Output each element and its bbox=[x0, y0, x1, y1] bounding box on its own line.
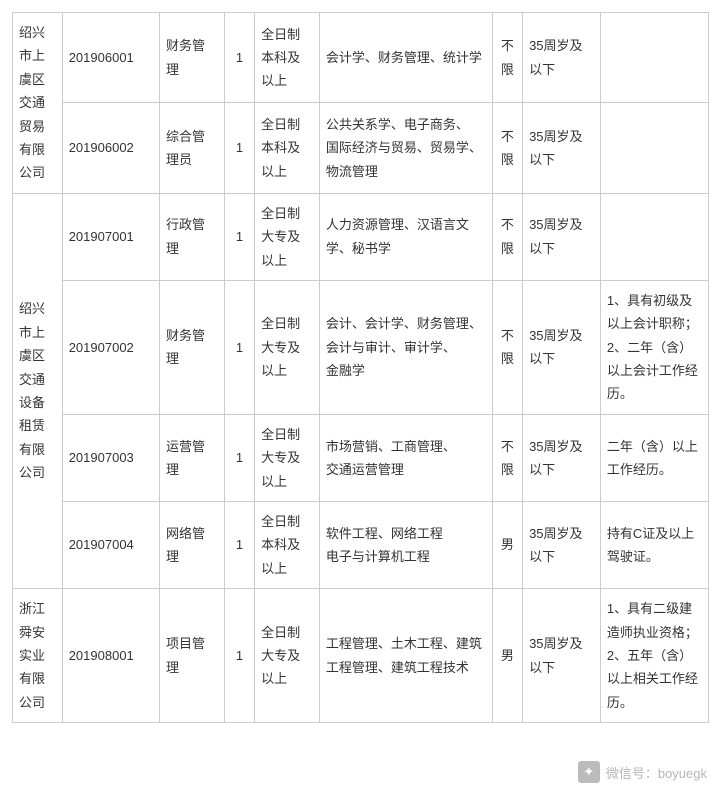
age-cell: 35周岁及以下 bbox=[523, 193, 601, 280]
count-cell: 1 bbox=[224, 414, 254, 501]
education-cell: 全日制大专及以上 bbox=[255, 589, 320, 723]
major-cell: 市场营销、工商管理、 交通运营管理 bbox=[319, 414, 492, 501]
code-cell: 201908001 bbox=[62, 589, 159, 723]
count-cell: 1 bbox=[224, 13, 254, 103]
age-cell: 35周岁及以下 bbox=[523, 502, 601, 589]
limit-cell: 男 bbox=[492, 502, 522, 589]
code-cell: 201907004 bbox=[62, 502, 159, 589]
count-cell: 1 bbox=[224, 589, 254, 723]
code-cell: 201907003 bbox=[62, 414, 159, 501]
watermark-text: 微信号：boyuegk bbox=[606, 763, 707, 782]
limit-cell: 不限 bbox=[492, 103, 522, 193]
wechat-icon: ✦ bbox=[578, 761, 600, 783]
limit-cell: 不限 bbox=[492, 414, 522, 501]
count-cell: 1 bbox=[224, 193, 254, 280]
requirement-cell bbox=[600, 103, 708, 193]
position-cell: 财务管理 bbox=[159, 280, 224, 414]
major-cell: 公共关系学、电子商务、 国际经济与贸易、贸易学、物流管理 bbox=[319, 103, 492, 193]
code-cell: 201907002 bbox=[62, 280, 159, 414]
org-cell: 浙江舜安实业有限公司 bbox=[13, 589, 63, 723]
count-cell: 1 bbox=[224, 502, 254, 589]
education-cell: 全日制本科及以上 bbox=[255, 13, 320, 103]
major-cell: 会计学、财务管理、统计学 bbox=[319, 13, 492, 103]
requirement-cell: 二年（含）以上工作经历。 bbox=[600, 414, 708, 501]
limit-cell: 不限 bbox=[492, 13, 522, 103]
table-row: 201907004网络管理1全日制本科及以上软件工程、网络工程 电子与计算机工程… bbox=[13, 502, 709, 589]
education-cell: 全日制本科及以上 bbox=[255, 103, 320, 193]
position-cell: 网络管理 bbox=[159, 502, 224, 589]
requirement-cell: 持有C证及以上驾驶证。 bbox=[600, 502, 708, 589]
major-cell: 工程管理、土木工程、建筑工程管理、建筑工程技术 bbox=[319, 589, 492, 723]
count-cell: 1 bbox=[224, 280, 254, 414]
limit-cell: 不限 bbox=[492, 193, 522, 280]
education-cell: 全日制大专及以上 bbox=[255, 414, 320, 501]
requirement-cell: 1、具有初级及以上会计职称； 2、二年（含）以上会计工作经历。 bbox=[600, 280, 708, 414]
table-row: 浙江舜安实业有限公司201908001项目管理1全日制大专及以上工程管理、土木工… bbox=[13, 589, 709, 723]
table-body: 绍兴市上虞区交通贸易有限公司201906001财务管理1全日制本科及以上会计学、… bbox=[13, 13, 709, 723]
major-cell: 软件工程、网络工程 电子与计算机工程 bbox=[319, 502, 492, 589]
position-cell: 综合管理员 bbox=[159, 103, 224, 193]
wechat-watermark: ✦ 微信号：boyuegk bbox=[578, 761, 707, 783]
education-cell: 全日制大专及以上 bbox=[255, 193, 320, 280]
recruitment-table: 绍兴市上虞区交通贸易有限公司201906001财务管理1全日制本科及以上会计学、… bbox=[12, 12, 709, 723]
age-cell: 35周岁及以下 bbox=[523, 280, 601, 414]
table-row: 201906002综合管理员1全日制本科及以上公共关系学、电子商务、 国际经济与… bbox=[13, 103, 709, 193]
education-cell: 全日制大专及以上 bbox=[255, 280, 320, 414]
major-cell: 人力资源管理、汉语言文学、秘书学 bbox=[319, 193, 492, 280]
requirement-cell: 1、具有二级建造师执业资格； 2、五年（含）以上相关工作经历。 bbox=[600, 589, 708, 723]
requirement-cell bbox=[600, 13, 708, 103]
org-cell: 绍兴市上虞区交通设备租赁有限公司 bbox=[13, 193, 63, 588]
position-cell: 运营管理 bbox=[159, 414, 224, 501]
age-cell: 35周岁及以下 bbox=[523, 589, 601, 723]
education-cell: 全日制本科及以上 bbox=[255, 502, 320, 589]
table-row: 201907003运营管理1全日制大专及以上市场营销、工商管理、 交通运营管理不… bbox=[13, 414, 709, 501]
code-cell: 201906002 bbox=[62, 103, 159, 193]
requirement-cell bbox=[600, 193, 708, 280]
table-row: 201907002财务管理1全日制大专及以上会计、会计学、财务管理、 会计与审计… bbox=[13, 280, 709, 414]
table-row: 绍兴市上虞区交通设备租赁有限公司201907001行政管理1全日制大专及以上人力… bbox=[13, 193, 709, 280]
limit-cell: 男 bbox=[492, 589, 522, 723]
position-cell: 项目管理 bbox=[159, 589, 224, 723]
position-cell: 财务管理 bbox=[159, 13, 224, 103]
code-cell: 201907001 bbox=[62, 193, 159, 280]
age-cell: 35周岁及以下 bbox=[523, 103, 601, 193]
age-cell: 35周岁及以下 bbox=[523, 414, 601, 501]
table-row: 绍兴市上虞区交通贸易有限公司201906001财务管理1全日制本科及以上会计学、… bbox=[13, 13, 709, 103]
position-cell: 行政管理 bbox=[159, 193, 224, 280]
org-cell: 绍兴市上虞区交通贸易有限公司 bbox=[13, 13, 63, 194]
major-cell: 会计、会计学、财务管理、 会计与审计、审计学、 金融学 bbox=[319, 280, 492, 414]
limit-cell: 不限 bbox=[492, 280, 522, 414]
age-cell: 35周岁及以下 bbox=[523, 13, 601, 103]
count-cell: 1 bbox=[224, 103, 254, 193]
code-cell: 201906001 bbox=[62, 13, 159, 103]
